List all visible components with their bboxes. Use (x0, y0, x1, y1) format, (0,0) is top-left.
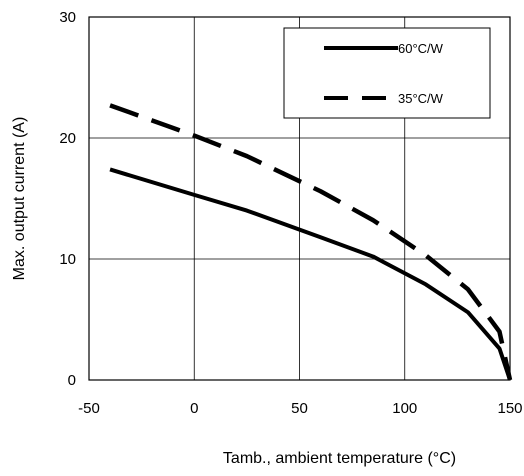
x-tick-label: -50 (78, 400, 100, 417)
y-tick-label: 10 (59, 251, 76, 268)
y-axis-title: Max. output current (A) (11, 117, 28, 281)
x-axis-title: Tamb., ambient temperature (°C) (223, 450, 456, 467)
x-tick-label: 50 (291, 400, 308, 417)
series-line-60cw (109, 167, 512, 381)
legend-label: 60°C/W (398, 41, 444, 56)
series-line-35cw (109, 103, 513, 381)
plot-frame (88, 16, 511, 381)
x-tick-label: 150 (497, 400, 522, 417)
y-tick-label: 30 (59, 9, 76, 26)
x-tick-label: 100 (392, 400, 417, 417)
series-group (109, 103, 513, 381)
legend-box (283, 27, 491, 119)
legend-label: 35°C/W (398, 91, 444, 106)
y-tick-label: 20 (59, 130, 76, 147)
y-tick-label: 0 (68, 372, 76, 389)
legend: 60°C/W 35°C/W (283, 27, 491, 119)
x-tick-label: 0 (190, 400, 198, 417)
